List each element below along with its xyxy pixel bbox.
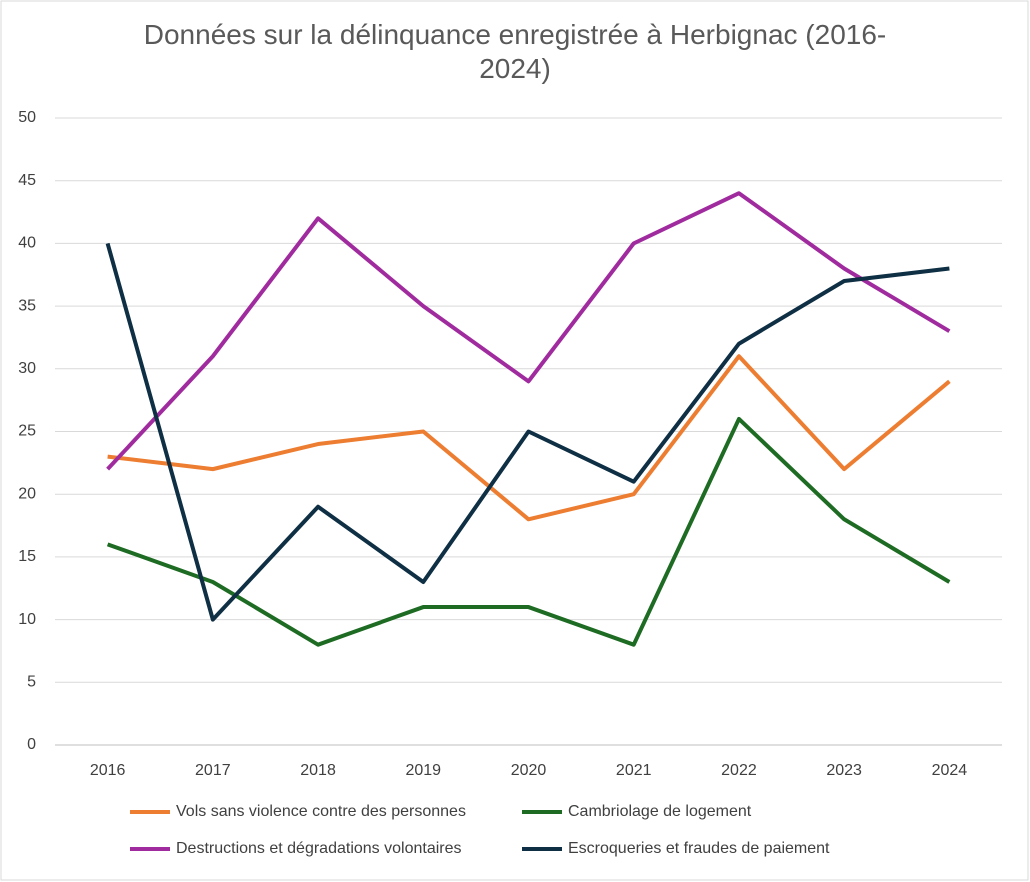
x-tick-label: 2016 [90, 762, 126, 779]
series-line [106, 416, 951, 647]
legend-label: Cambriolage de logement [568, 803, 752, 820]
legend-label: Destructions et dégradations volontaires [176, 840, 462, 857]
y-tick-label: 15 [18, 548, 36, 565]
x-tick-label: 2020 [511, 762, 547, 779]
series-line [107, 354, 951, 522]
x-tick-label: 2017 [195, 762, 231, 779]
legend-label: Escroqueries et fraudes de paiement [568, 840, 830, 857]
x-tick-label: 2018 [300, 762, 336, 779]
x-tick-label: 2022 [721, 762, 757, 779]
x-tick-label: 2024 [932, 762, 968, 779]
y-tick-label: 20 [18, 485, 36, 502]
y-tick-label: 35 [18, 297, 36, 314]
y-tick-label: 0 [27, 736, 36, 753]
y-tick-label: 40 [18, 235, 36, 252]
series-line [106, 191, 951, 471]
y-tick-label: 25 [18, 423, 36, 440]
x-tick-label: 2021 [616, 762, 652, 779]
y-tick-label: 50 [18, 109, 36, 126]
y-tick-label: 45 [18, 172, 36, 189]
series-line [105, 242, 950, 622]
chart-title: Données sur la délinquance enregistrée à… [143, 19, 887, 84]
x-tick-label: 2023 [826, 762, 862, 779]
y-tick-label: 5 [27, 674, 36, 691]
x-tick-label: 2019 [405, 762, 441, 779]
y-tick-label: 30 [18, 360, 36, 377]
y-tick-label: 10 [18, 611, 36, 628]
legend-label: Vols sans violence contre des personnes [176, 803, 466, 820]
